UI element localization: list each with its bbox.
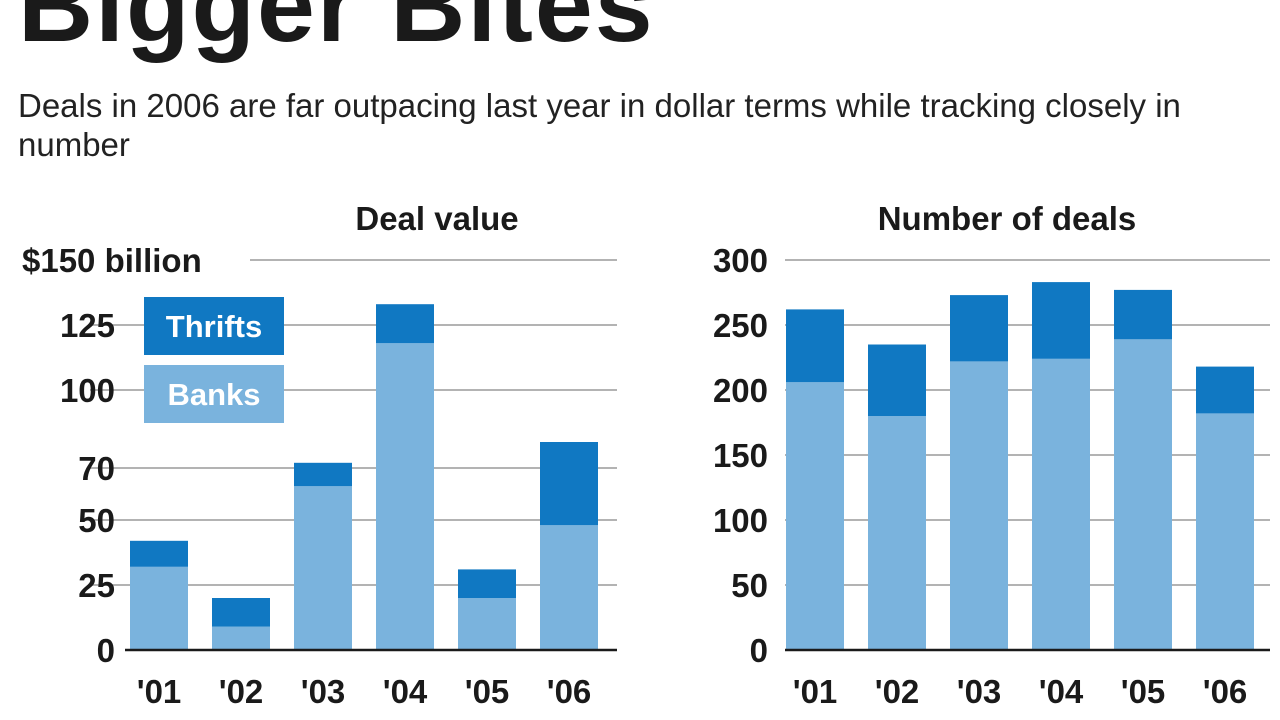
deal-value-y-tick-label: 125: [60, 307, 115, 344]
number-of-deals-x-tick-label: '04: [1039, 673, 1084, 710]
number-of-deals-x-tick-label: '02: [875, 673, 920, 710]
deal-value-x-tick-label: '03: [301, 673, 346, 710]
number-of-deals-bar-banks: [1114, 339, 1172, 650]
number-of-deals-y-tick-label: 100: [713, 502, 768, 539]
number-of-deals-y-tick-label: 200: [713, 372, 768, 409]
deal-value-y-tick-label: 50: [78, 502, 115, 539]
number-of-deals-y-tick-label: 50: [731, 567, 768, 604]
deal-value-bar-thrifts: [130, 540, 188, 567]
deal-value-x-tick-label: '05: [465, 673, 510, 710]
number-of-deals-title: Number of deals: [878, 200, 1137, 237]
deal-value-bar-thrifts: [376, 304, 434, 344]
headline: Bigger Bites: [18, 0, 655, 64]
deal-value-bar-banks: [212, 626, 270, 650]
number-of-deals-y-tick-label: 150: [713, 437, 768, 474]
number-of-deals-x-tick-label: '01: [793, 673, 838, 710]
number-of-deals-x-tick-label: '05: [1121, 673, 1166, 710]
deal-value-y-tick-label: $150 billion: [22, 242, 202, 279]
number-of-deals-bar-banks: [950, 361, 1008, 650]
number-of-deals-bar-thrifts: [950, 295, 1008, 362]
legend-label-banks: Banks: [167, 377, 260, 412]
deal-value-bar-banks: [376, 343, 434, 650]
number-of-deals-bar-thrifts: [1196, 366, 1254, 414]
deal-value-bar-banks: [294, 486, 352, 650]
deal-value-bar-thrifts: [212, 598, 270, 627]
number-of-deals-chart: Number of deals 0 50 100 150 200 250 300 '01 '02…: [713, 200, 1270, 710]
deal-value-y-tick-label: 25: [78, 567, 115, 604]
legend-label-thrifts: Thrifts: [166, 309, 262, 344]
number-of-deals-x-tick-label: '06: [1203, 673, 1248, 710]
legend-swatch-thrifts: [144, 297, 284, 355]
number-of-deals-bar-banks: [1196, 413, 1254, 650]
legend-swatch-banks: [144, 365, 284, 423]
deal-value-x-tick-label: '04: [383, 673, 428, 710]
deal-value-bar-thrifts: [540, 442, 598, 526]
number-of-deals-y-tick-label: 0: [750, 632, 768, 669]
number-of-deals-bar-thrifts: [1114, 289, 1172, 340]
deal-value-bar-banks: [540, 525, 598, 650]
number-of-deals-x-tick-label: '03: [957, 673, 1002, 710]
deal-value-y-tick-label: 0: [97, 632, 115, 669]
deal-value-x-tick-label: '01: [137, 673, 182, 710]
number-of-deals-y-tick-label: 250: [713, 307, 768, 344]
number-of-deals-bar-thrifts: [786, 309, 844, 383]
deal-value-x-tick-label: '06: [547, 673, 592, 710]
deal-value-bar-banks: [130, 566, 188, 650]
deal-value-bar-thrifts: [458, 569, 516, 598]
deal-value-title: Deal value: [355, 200, 518, 237]
deal-value-y-tick-label: 100: [60, 372, 115, 409]
deal-value-bar-banks: [458, 598, 516, 650]
number-of-deals-y-tick-label: 300: [713, 242, 768, 279]
number-of-deals-bar-thrifts: [1032, 282, 1090, 359]
deal-value-x-tick-label: '02: [219, 673, 264, 710]
legend: Thrifts Banks: [144, 297, 284, 423]
number-of-deals-bar-banks: [1032, 358, 1090, 650]
deal-value-chart: Deal value 0 25 50 70 100 125 $150 billion '01 '…: [22, 200, 617, 710]
number-of-deals-bar-thrifts: [868, 344, 926, 416]
number-of-deals-bar-banks: [786, 382, 844, 650]
number-of-deals-bar-banks: [868, 416, 926, 650]
deal-value-y-tick-label: 70: [78, 450, 115, 487]
deal-value-bar-thrifts: [294, 462, 352, 487]
subtitle: Deals in 2006 are far outpacing last yea…: [18, 87, 1181, 163]
